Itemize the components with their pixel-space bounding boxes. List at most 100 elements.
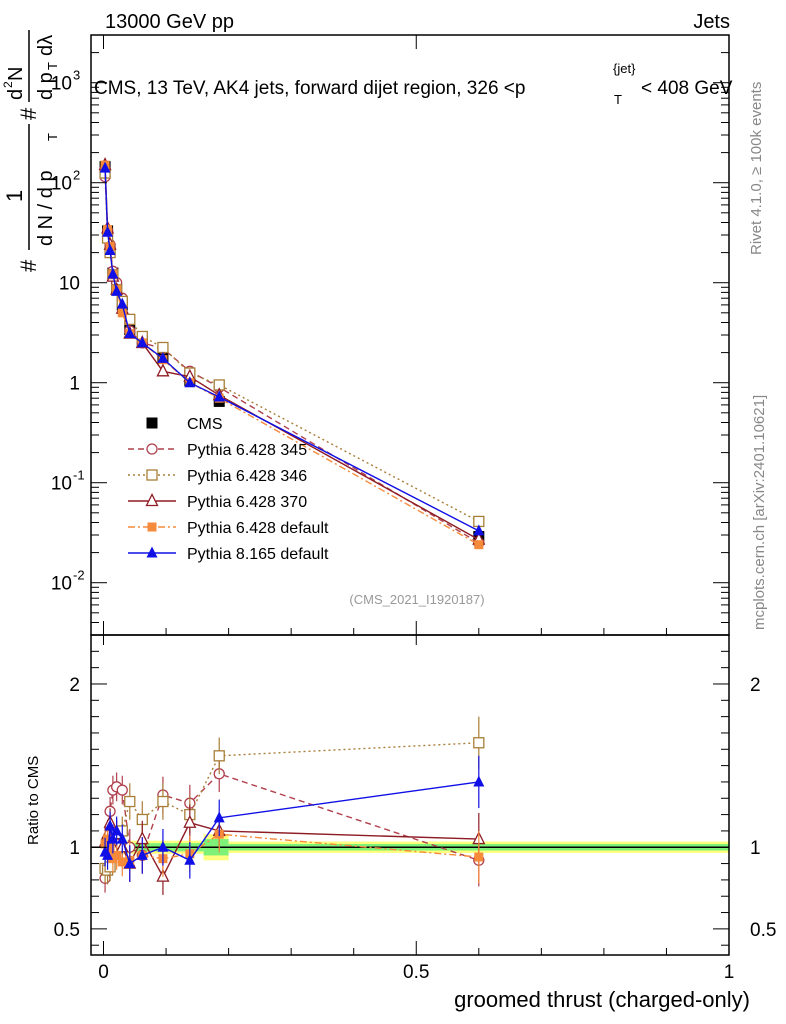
series-point-pythia-8-165-default — [184, 376, 196, 388]
ratio-point-pythia-6-428-default — [117, 857, 127, 867]
ylabel-d2n-n: N — [5, 67, 27, 81]
series-point-pythia-8-165-default — [116, 297, 128, 309]
legend-label-pythia-6-428-default: Pythia 6.428 default — [187, 520, 329, 537]
main-plot-frame — [90, 34, 730, 636]
ratio-point-pythia-6-428-default — [112, 850, 122, 860]
ratio-y-tick-label-left: 2 — [69, 675, 80, 696]
main-plot-series — [98, 157, 486, 550]
ratio-y-tick-label-right: 0.5 — [750, 920, 776, 941]
ratio-point-pythia-6-428-default — [103, 834, 113, 844]
plot-title-sub: T — [614, 92, 622, 107]
series-point-pythia-8-165-default — [136, 336, 148, 348]
ratio-plot-series — [98, 716, 486, 895]
analysis-id-watermark: (CMS_2021_I1920187) — [349, 592, 484, 607]
ylabel-dlambda: dλ — [35, 35, 57, 56]
series-point-pythia-8-165-default — [107, 267, 119, 279]
legend-label-pythia-6-428-345: Pythia 6.428 345 — [187, 442, 307, 459]
x-axis-label: groomed thrust (charged-only) — [454, 987, 750, 1012]
ratio-point-pythia-8-165-default — [111, 824, 123, 836]
series-point-pythia-6-428-default — [117, 308, 127, 318]
series-point-pythia-8-165-default — [124, 327, 136, 339]
ratio-y-tick-label-left: 0.5 — [54, 920, 80, 941]
legend-marker-pythia-6-428-345 — [146, 443, 158, 455]
legend-marker-pythia-6-428-346 — [146, 469, 158, 481]
main-y-tick-exponent: -2 — [73, 568, 85, 583]
ratio-point-pythia-8-165-default — [184, 853, 196, 865]
plot-title: CMS, 13 TeV, AK4 jets, forward dijet reg… — [94, 78, 525, 99]
legend-marker-cms — [146, 417, 158, 429]
ylabel-d2n: d — [5, 89, 27, 100]
ratio-y-tick-label-right: 2 — [750, 675, 761, 696]
legend-label-cms: CMS — [187, 416, 223, 433]
series-point-pythia-6-428-370 — [156, 363, 170, 377]
ratio-point-pythia-8-165-default — [157, 840, 169, 852]
ratio-point-pythia-8-165-default — [116, 832, 128, 844]
ratio-point-pythia-8-165-default — [136, 848, 148, 860]
legend: CMS Pythia 6.428 345 Pythia 6.428 346 Pythi… — [128, 416, 329, 563]
ylabel-dpt-sub: T — [45, 62, 60, 70]
ratio-point-pythia-6-428-346 — [213, 750, 225, 762]
main-y-tick-label: 10 — [51, 174, 72, 195]
ratio-point-pythia-6-428-345 — [116, 784, 128, 796]
x-tick-label: 0.5 — [403, 962, 429, 983]
series-point-pythia-8-165-default — [99, 161, 111, 173]
mcplots-credit-text: mcplots.cern.ch [arXiv:2401.10621] — [751, 395, 768, 630]
rivet-version-text: Rivet 4.1.0, ≥ 100k events — [748, 82, 765, 255]
ylabel-d2n-d: d — [5, 89, 27, 100]
plot-title-sup: {jet} — [613, 61, 636, 76]
series-point-pythia-8-165-default — [111, 284, 123, 296]
plot-title-end: < 408 GeV — [641, 78, 733, 99]
ratio-point-pythia-8-165-default — [102, 848, 114, 860]
ratio-point-pythia-6-428-346 — [157, 795, 169, 808]
legend-marker-pythia-6-428-default — [147, 522, 157, 532]
series-point-pythia-8-165-default — [213, 390, 225, 402]
legend-label-pythia-8-165-default: Pythia 8.165 default — [187, 546, 329, 563]
legend-label-pythia-6-428-346: Pythia 6.428 346 — [187, 468, 307, 485]
header-jets-label: Jets — [693, 11, 730, 33]
main-y-tick-label: 10 — [51, 474, 72, 495]
main-y-tick-exponent: 2 — [73, 168, 80, 183]
ratio-y-tick-label-left: 1 — [69, 838, 80, 859]
ylabel-one: 1 — [2, 190, 27, 202]
ylabel-d2n-sup: 2 — [1, 81, 15, 88]
ratio-point-pythia-8-165-default — [107, 832, 119, 844]
main-y-tick-exponent: 3 — [73, 68, 80, 83]
series-point-pythia-6-428-default — [474, 540, 484, 550]
main-y-tick-label: 1 — [69, 374, 80, 395]
ratio-point-pythia-8-165-default — [213, 811, 225, 823]
x-tick-label: 1 — [724, 962, 735, 983]
ylabel-dpt: d p — [35, 72, 57, 100]
ylabel-dn-dpt: d N / d p — [35, 170, 57, 246]
ratio-point-pythia-8-165-default — [124, 857, 136, 869]
ratio-point-pythia-6-428-346 — [104, 861, 116, 873]
ratio-plot-frame — [90, 634, 730, 956]
series-point-pythia-6-428-346 — [157, 341, 169, 354]
ratio-point-pythia-6-428-370 — [183, 814, 197, 828]
x-tick-label: 0 — [98, 962, 109, 983]
series-point-pythia-8-165-default — [102, 225, 114, 237]
ylabel-hash-2: # — [16, 107, 41, 120]
ylabel-dn-dpt-sub: T — [45, 133, 60, 141]
main-y-tick-label: 10 — [51, 574, 72, 595]
ratio-point-pythia-6-428-346 — [473, 737, 485, 749]
ratio-point-pythia-6-428-346 — [124, 795, 136, 808]
main-y-tick-label: 10 — [51, 74, 72, 95]
plot-title-main: CMS, 13 TeV, AK4 jets, forward dijet reg… — [94, 78, 525, 99]
ratio-point-pythia-6-428-default — [474, 852, 484, 862]
series-point-pythia-8-165-default — [104, 243, 116, 255]
main-y-tick-exponent: -1 — [73, 468, 85, 483]
legend-marker-pythia-8-165-default — [146, 546, 158, 558]
series-point-pythia-8-165-default — [157, 351, 169, 363]
main-y-axis-label: # 1 d N / d p T # d 2 N d p T dλ — [1, 30, 60, 272]
main-y-tick-label: 10 — [59, 274, 80, 295]
legend-marker-pythia-6-428-370 — [145, 493, 159, 507]
header-energy-label: 13000 GeV pp — [105, 11, 234, 33]
ratio-point-pythia-8-165-default — [473, 775, 485, 787]
series-point-pythia-8-165-default — [473, 524, 485, 536]
ratio-point-pythia-6-428-default — [105, 842, 115, 852]
ylabel-hash-1: # — [16, 259, 41, 272]
ratio-y-axis-label: Ratio to CMS — [25, 756, 42, 845]
ratio-y-tick-label-right: 1 — [750, 838, 761, 859]
